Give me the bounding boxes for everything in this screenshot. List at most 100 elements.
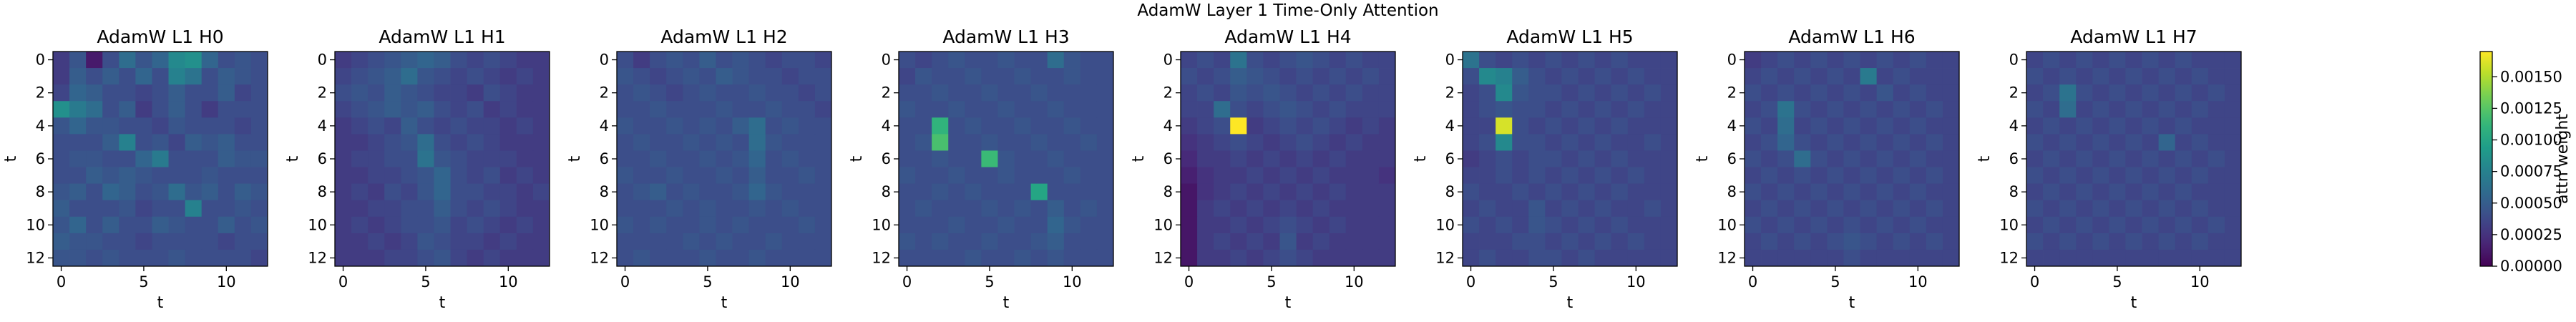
heatmap-cell xyxy=(1611,134,1629,151)
heatmap-cell xyxy=(2076,52,2093,69)
y-tick-label: 6 xyxy=(36,150,45,167)
heatmap-cell xyxy=(450,233,468,250)
heatmap-cell xyxy=(997,216,1015,234)
heatmap-cell xyxy=(1362,52,1380,69)
heatmap-cell xyxy=(384,150,401,167)
heatmap-cell xyxy=(1627,167,1645,185)
heatmap-cell xyxy=(467,183,484,201)
heatmap-cell xyxy=(798,183,816,201)
heatmap-cell xyxy=(1246,216,1264,234)
heatmap-cell xyxy=(1329,68,1347,85)
heatmap-cell xyxy=(86,183,103,201)
heatmap-cell xyxy=(1512,183,1529,201)
heatmap-cell xyxy=(716,249,733,267)
heatmap-cell xyxy=(384,167,401,185)
heatmap-cell xyxy=(1926,117,1943,135)
heatmap-cell xyxy=(250,183,268,201)
heatmap-cell xyxy=(948,150,965,167)
heatmap-cell xyxy=(1545,200,1562,218)
heatmap-cell xyxy=(532,52,550,69)
heatmap-cell xyxy=(2043,52,2060,69)
heatmap-cell xyxy=(1181,249,1198,267)
heatmap-cell xyxy=(666,167,683,185)
heatmap-cell xyxy=(135,68,152,85)
y-tick-label: 10 xyxy=(26,216,45,233)
heatmap-cell xyxy=(798,233,816,250)
heatmap-cell xyxy=(1246,183,1264,201)
heatmap-cell xyxy=(516,52,534,69)
heatmap-cell xyxy=(1893,167,1911,185)
heatmap-cell xyxy=(368,101,385,118)
heatmap-cell xyxy=(1876,233,1894,250)
y-tick-label: 2 xyxy=(882,84,891,102)
heatmap-cell xyxy=(1014,150,1032,167)
heatmap-cell xyxy=(633,167,650,185)
heatmap-cell xyxy=(948,249,965,267)
heatmap-cell xyxy=(335,167,352,185)
heatmap-cell xyxy=(1827,200,1844,218)
heatmap-cell xyxy=(335,233,352,250)
heatmap-cell xyxy=(899,233,916,250)
heatmap-cell xyxy=(201,200,219,218)
heatmap-cell xyxy=(1843,150,1860,167)
heatmap-cell xyxy=(1528,101,1546,118)
heatmap-cell xyxy=(1214,167,1231,185)
heatmap-cell xyxy=(1926,68,1943,85)
heatmap-cell xyxy=(119,200,136,218)
heatmap-cell xyxy=(368,134,385,151)
heatmap-cell xyxy=(467,216,484,234)
heatmap-cell xyxy=(633,84,650,102)
heatmap-cell xyxy=(434,52,451,69)
heatmap-cell xyxy=(1080,150,1098,167)
heatmap-cell xyxy=(1345,134,1363,151)
heatmap-cell xyxy=(499,52,517,69)
heatmap-cell xyxy=(1512,200,1529,218)
heatmap-cell xyxy=(1745,117,1762,135)
heatmap-cell xyxy=(666,101,683,118)
heatmap-cell xyxy=(1660,200,1678,218)
heatmap-cell xyxy=(699,101,716,118)
heatmap-cell xyxy=(351,233,369,250)
heatmap-cell xyxy=(2092,68,2109,85)
heatmap-cell xyxy=(135,84,152,102)
heatmap-cell xyxy=(899,200,916,218)
heatmap-cell xyxy=(1296,233,1314,250)
heatmap-cell xyxy=(1876,84,1894,102)
heatmap-cell xyxy=(617,134,634,151)
heatmap-cell xyxy=(765,167,783,185)
heatmap-cell xyxy=(135,249,152,267)
heatmap-cell xyxy=(899,117,916,135)
heatmap-cell xyxy=(814,68,832,85)
heatmap-cell xyxy=(633,134,650,151)
heatmap-cell xyxy=(1214,52,1231,69)
heatmap-cell xyxy=(401,183,418,201)
y-tick-label: 4 xyxy=(1727,117,1737,135)
heatmap-cell xyxy=(1528,150,1546,167)
heatmap-cell xyxy=(1909,101,1927,118)
heatmap-cell xyxy=(1512,68,1529,85)
heatmap-cell xyxy=(1296,68,1314,85)
heatmap-cell xyxy=(2076,167,2093,185)
heatmap-cell xyxy=(2224,249,2242,267)
heatmap-cell xyxy=(948,216,965,234)
heatmap-cell xyxy=(683,200,700,218)
heatmap-cell xyxy=(1030,233,1048,250)
heatmap-cell xyxy=(2224,167,2242,185)
heatmap-cell xyxy=(1096,84,1114,102)
heatmap-cell xyxy=(119,150,136,167)
heatmap-cell xyxy=(1810,183,1828,201)
heatmap-cell xyxy=(1047,200,1065,218)
heatmap-cell xyxy=(1230,52,1247,69)
heatmap-cell xyxy=(1030,167,1048,185)
heatmap-cell xyxy=(1893,68,1911,85)
heatmap-cell xyxy=(932,183,949,201)
heatmap-cell xyxy=(168,68,186,85)
heatmap-cell xyxy=(1197,117,1214,135)
heatmap-cell xyxy=(1777,249,1795,267)
heatmap-cell xyxy=(1761,134,1778,151)
heatmap-cell xyxy=(2175,101,2192,118)
heatmap-cell xyxy=(1312,200,1330,218)
heatmap-cell xyxy=(1794,183,1811,201)
heatmap-cell xyxy=(516,68,534,85)
